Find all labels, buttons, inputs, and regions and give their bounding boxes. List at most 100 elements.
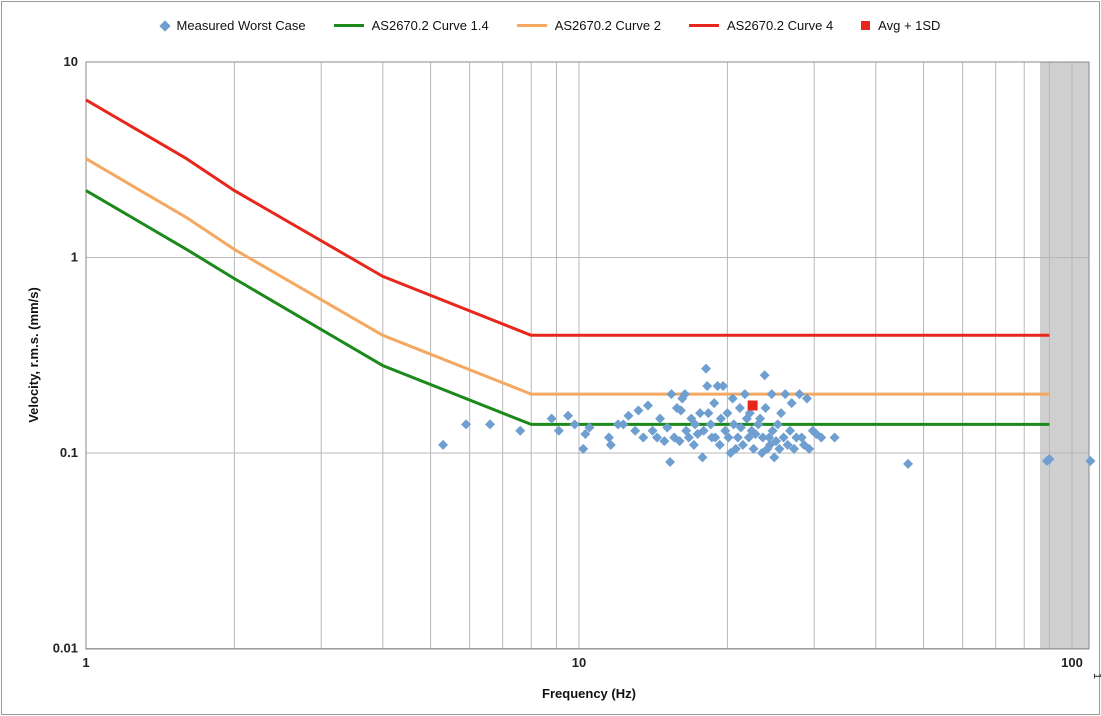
scatter-point (647, 425, 658, 436)
scatter-point (774, 443, 785, 454)
plot-shade (1040, 62, 1089, 649)
scatter-point (757, 432, 768, 443)
legend-swatch-line (688, 24, 719, 27)
scatter-point (675, 405, 686, 416)
scatter-point (662, 422, 673, 433)
scatter-point (801, 393, 812, 404)
scatter-point (613, 419, 624, 430)
scatter-point (438, 439, 449, 450)
scatter-point (578, 443, 589, 454)
x-axis-label: Frequency (Hz) (542, 686, 636, 701)
scatter-point (659, 436, 670, 447)
legend-label: Measured Worst Case (176, 18, 306, 33)
scatter-point (739, 389, 750, 400)
scatter-point (688, 439, 699, 450)
scatter-point (584, 422, 595, 433)
plot-area (86, 62, 1089, 649)
scatter-point (655, 413, 666, 424)
chart-legend: Measured Worst Case AS2670.2 Curve 1.4 A… (0, 18, 1101, 33)
scatter-point (727, 393, 738, 404)
y-tick-label: 0.1 (60, 445, 78, 460)
scatter-point (720, 425, 731, 436)
edge-tick-label: 1 (1091, 673, 1101, 679)
scatter-point (633, 405, 644, 416)
scatter-point (791, 432, 802, 443)
scatter-point (683, 432, 694, 443)
scatter-point (698, 425, 709, 436)
scatter-point (755, 413, 766, 424)
scatter-points (438, 363, 1096, 469)
scatter-point (723, 432, 734, 443)
scatter-point (785, 425, 796, 436)
scatter-point (705, 419, 716, 430)
scatter-point (778, 432, 789, 443)
scatter-point (760, 402, 771, 413)
scatter-point (769, 452, 780, 463)
avg-marker-group (747, 400, 758, 411)
scatter-point (766, 389, 777, 400)
scatter-point (702, 381, 713, 392)
scatter-point (816, 432, 827, 443)
tick-labels: 1 10 100 10 1 0.1 0.01 (53, 54, 1083, 670)
y-axis-label: Velocity, r.m.s. (mm/s) (26, 287, 41, 423)
scatter-point (485, 419, 496, 430)
scatter-point (732, 432, 743, 443)
scatter-point (829, 432, 840, 443)
scatter-point (730, 443, 741, 454)
scatter-point (804, 443, 815, 454)
scatter-point (712, 381, 723, 392)
legend-item-measured: Measured Worst Case (158, 18, 306, 33)
scatter-point (780, 389, 791, 400)
scatter-point (695, 408, 706, 419)
scatter-point (1085, 456, 1096, 467)
scatter-point (665, 456, 676, 467)
scatter-point (546, 413, 557, 424)
scatter-point (630, 425, 641, 436)
scatter-point (623, 410, 634, 421)
scatter-point (767, 425, 778, 436)
scatter-point (718, 381, 729, 392)
scatter-point (679, 389, 690, 400)
scatter-point (618, 419, 629, 430)
scatter-point (750, 429, 761, 440)
scatter-point (603, 432, 614, 443)
scatter-point (789, 443, 800, 454)
legend-label: AS2670.2 Curve 2 (554, 18, 661, 33)
scatter-point (728, 419, 739, 430)
scatter-point (461, 419, 472, 430)
legend-item-curve-1-4: AS2670.2 Curve 1.4 (333, 18, 489, 33)
scatter-point (605, 439, 616, 450)
scatter-point (569, 419, 580, 430)
plot-border (85, 61, 1090, 650)
scatter-point (764, 432, 775, 443)
scatter-point (794, 389, 805, 400)
scatter-point (642, 400, 653, 411)
x-tick-label: 100 (1061, 655, 1083, 670)
scatter-point (715, 413, 726, 424)
scatter-point (710, 432, 721, 443)
y-tick-label: 0.01 (53, 641, 78, 656)
scatter-point (734, 402, 745, 413)
scatter-point (638, 432, 649, 443)
y-tick-label: 1 (71, 250, 78, 265)
scatter-point (744, 408, 755, 419)
scatter-point (903, 458, 914, 469)
scatter-point (735, 422, 746, 433)
legend-item-curve-4: AS2670.2 Curve 4 (688, 18, 834, 33)
scatter-point (580, 429, 591, 440)
scatter-point (666, 389, 677, 400)
scatter-point (737, 439, 748, 450)
legend-item-curve-2: AS2670.2 Curve 2 (516, 18, 661, 33)
legend-label: AS2670.2 Curve 4 (726, 18, 834, 33)
series-line (85, 157, 1050, 396)
y-tick-label: 10 (64, 54, 78, 69)
scatter-point (703, 408, 714, 419)
scatter-point (515, 425, 526, 436)
scatter-point (709, 398, 720, 409)
legend-swatch-line (333, 24, 364, 27)
legend-swatch-line (516, 24, 547, 27)
x-tick-label: 1 (82, 655, 89, 670)
scatter-point (690, 419, 701, 430)
scatter-point (674, 436, 685, 447)
